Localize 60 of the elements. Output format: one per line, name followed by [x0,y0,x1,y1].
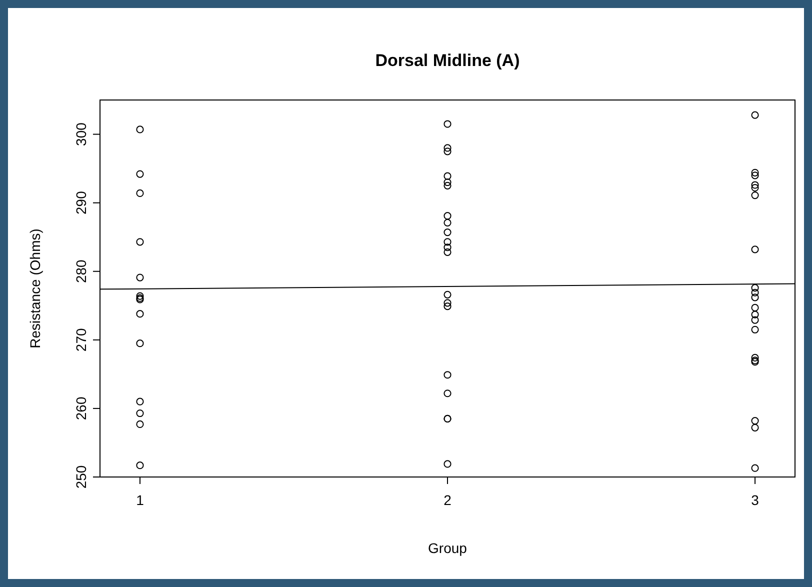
point [444,172,452,180]
point [136,310,144,318]
point [751,304,759,312]
point [444,144,452,152]
y-tick-label: 300 [73,122,89,146]
y-axis-title: Resistance (Ohms) [27,228,43,348]
y-tick-label: 260 [73,396,89,420]
point [751,191,759,200]
point [751,354,759,362]
point [751,310,759,318]
x-tick-label: 3 [751,492,760,508]
point [751,424,759,432]
point [444,178,452,186]
point [444,218,452,226]
point [444,120,452,128]
point [751,184,759,192]
point [136,189,144,198]
point [444,238,452,246]
point [751,464,759,472]
point [136,398,144,406]
point [751,326,759,334]
point [444,182,452,190]
point [751,416,759,425]
y-tick-label: 250 [73,465,89,489]
point [136,126,144,134]
point [751,294,759,302]
point [136,420,144,428]
point [444,244,452,252]
point [444,148,452,156]
point [444,228,452,236]
point [136,462,144,470]
point [444,460,452,468]
y-tick-label: 290 [73,190,89,214]
point [751,316,759,324]
point [751,288,759,296]
point [444,212,452,220]
point [751,168,759,176]
point [136,340,144,348]
x-tick-label: 1 [136,492,144,508]
point [751,111,759,119]
point [444,248,452,256]
y-tick-label: 280 [73,259,89,284]
point [136,274,144,282]
chart-title: Dorsal Midline (A) [375,51,520,70]
point [136,292,144,300]
point [136,238,144,246]
point [444,390,452,398]
point [136,409,144,418]
point [444,299,452,307]
point [751,181,759,189]
point [444,371,452,379]
point [444,290,452,298]
x-tick-label: 2 [444,492,452,508]
point [444,302,452,310]
x-axis-title: Group [428,540,468,556]
y-tick-label: 270 [73,328,89,352]
point [751,246,759,254]
point [136,170,144,178]
point [751,172,759,180]
point [751,284,759,292]
